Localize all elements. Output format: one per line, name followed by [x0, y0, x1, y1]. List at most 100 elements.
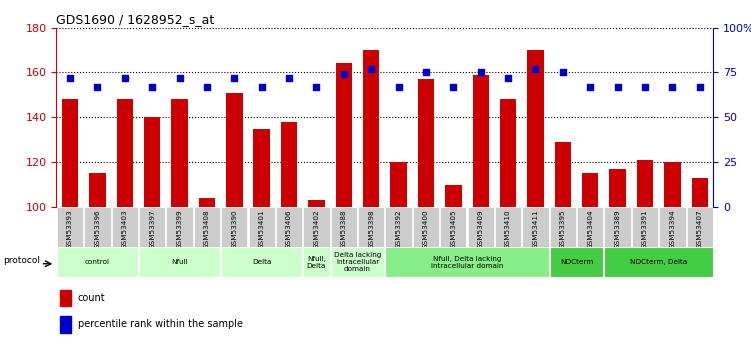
Bar	[495, 207, 521, 247]
Point	[146, 84, 158, 90]
Text: GSM53393: GSM53393	[67, 209, 73, 249]
Text: NDCterm: NDCterm	[559, 259, 593, 265]
Point	[338, 71, 350, 77]
Bar	[385, 207, 412, 247]
Text: GSM53406: GSM53406	[286, 209, 292, 249]
Bar	[139, 247, 220, 277]
Bar	[440, 207, 466, 247]
Bar	[550, 247, 603, 277]
Point	[255, 84, 267, 90]
Text: GSM53408: GSM53408	[204, 209, 210, 249]
Point	[584, 84, 596, 90]
Bar	[472, 75, 489, 207]
Bar	[84, 207, 110, 247]
Text: GDS1690 / 1628952_s_at: GDS1690 / 1628952_s_at	[56, 13, 215, 27]
Text: GSM53395: GSM53395	[559, 209, 566, 249]
Bar	[418, 79, 434, 207]
Text: GSM53396: GSM53396	[95, 209, 101, 249]
Point	[639, 84, 651, 90]
Point	[393, 84, 405, 90]
Point	[283, 75, 295, 81]
Text: Nfull, Delta lacking
intracellular domain: Nfull, Delta lacking intracellular domai…	[431, 256, 503, 269]
Text: percentile rank within the sample: percentile rank within the sample	[78, 319, 243, 329]
Bar	[167, 207, 193, 247]
Bar	[89, 173, 106, 207]
Text: GSM53405: GSM53405	[451, 209, 457, 249]
Bar	[253, 128, 270, 207]
Point	[420, 70, 432, 75]
Bar	[281, 122, 297, 207]
Text: GSM53402: GSM53402	[313, 209, 319, 249]
Point	[611, 84, 623, 90]
Bar	[523, 207, 549, 247]
Bar	[57, 207, 83, 247]
Point	[119, 75, 131, 81]
Bar	[363, 50, 379, 207]
Point	[201, 84, 213, 90]
Point	[228, 75, 240, 81]
Bar	[385, 247, 549, 277]
Point	[365, 66, 377, 72]
Bar	[609, 169, 626, 207]
Text: GSM53390: GSM53390	[231, 209, 237, 249]
Bar	[468, 207, 494, 247]
Point	[310, 84, 322, 90]
Bar	[605, 207, 631, 247]
Point	[64, 75, 76, 81]
Text: GSM53389: GSM53389	[614, 209, 620, 249]
Text: Delta: Delta	[252, 259, 271, 265]
Point	[92, 84, 104, 90]
Text: GSM53401: GSM53401	[258, 209, 264, 249]
Text: GSM53400: GSM53400	[423, 209, 429, 249]
Text: GSM53407: GSM53407	[697, 209, 703, 249]
Bar	[221, 207, 247, 247]
Bar	[330, 247, 385, 277]
Bar	[194, 207, 220, 247]
Text: Delta lacking
intracellular
domain: Delta lacking intracellular domain	[334, 252, 382, 272]
Text: GSM53409: GSM53409	[478, 209, 484, 249]
Bar	[57, 247, 138, 277]
Bar	[692, 178, 708, 207]
Bar	[500, 99, 517, 207]
Bar	[605, 247, 713, 277]
Point	[502, 75, 514, 81]
Text: NDCterm, Delta: NDCterm, Delta	[630, 259, 687, 265]
Text: GSM53397: GSM53397	[149, 209, 155, 249]
Text: control: control	[85, 259, 110, 265]
Bar	[308, 200, 324, 207]
Text: GSM53411: GSM53411	[532, 209, 538, 249]
Text: GSM53410: GSM53410	[505, 209, 511, 249]
Text: Nfull,
Delta: Nfull, Delta	[306, 256, 326, 269]
Bar	[62, 99, 78, 207]
Point	[448, 84, 460, 90]
Bar	[139, 207, 165, 247]
Bar	[116, 99, 133, 207]
Bar	[303, 247, 330, 277]
Bar	[577, 207, 603, 247]
Text: GSM53403: GSM53403	[122, 209, 128, 249]
Bar	[221, 247, 302, 277]
Bar	[358, 207, 385, 247]
Bar	[555, 142, 571, 207]
Bar	[59, 316, 71, 333]
Bar	[632, 207, 658, 247]
Text: GSM53388: GSM53388	[341, 209, 347, 249]
Text: GSM53398: GSM53398	[368, 209, 374, 249]
Bar	[445, 185, 462, 207]
Bar	[199, 198, 215, 207]
Text: GSM53399: GSM53399	[176, 209, 182, 249]
Bar	[582, 173, 599, 207]
Bar	[276, 207, 302, 247]
Text: GSM53392: GSM53392	[396, 209, 402, 249]
Point	[475, 70, 487, 75]
Point	[529, 66, 541, 72]
Bar	[664, 162, 680, 207]
Bar	[144, 117, 161, 207]
Bar	[112, 207, 138, 247]
Text: GSM53391: GSM53391	[642, 209, 648, 249]
Bar	[659, 207, 686, 247]
Point	[666, 84, 678, 90]
Bar	[413, 207, 439, 247]
Point	[694, 84, 706, 90]
Bar	[686, 207, 713, 247]
